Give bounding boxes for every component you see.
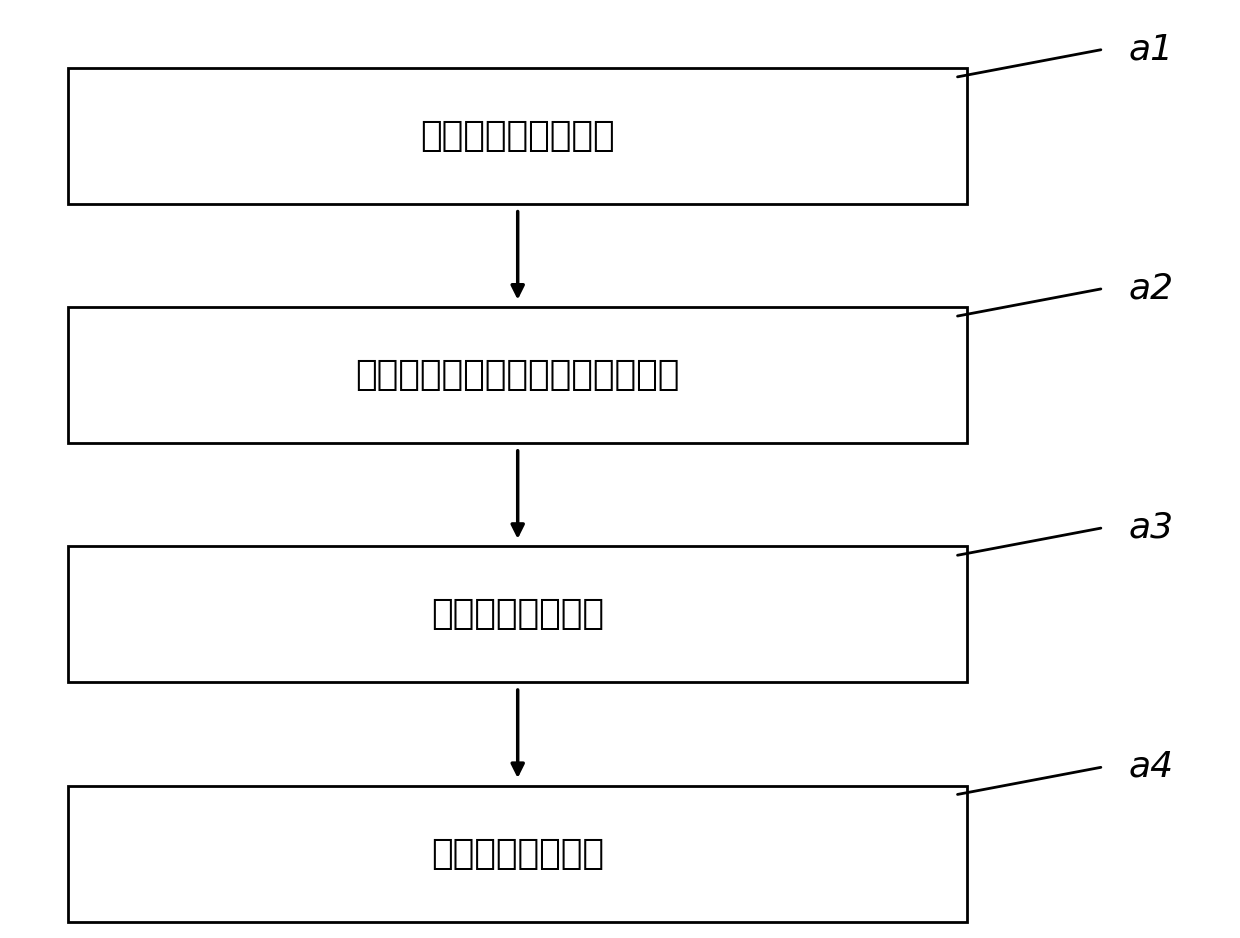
Text: 外泌体荧光标记过程: 外泌体荧光标记过程	[420, 119, 615, 153]
Text: a2: a2	[1128, 271, 1173, 306]
FancyBboxPatch shape	[68, 68, 967, 204]
Text: a3: a3	[1128, 510, 1173, 545]
Text: a1: a1	[1128, 32, 1173, 67]
Text: 外泌体上标记的荧光信号放大过程: 外泌体上标记的荧光信号放大过程	[356, 358, 680, 392]
FancyBboxPatch shape	[68, 786, 967, 921]
FancyBboxPatch shape	[68, 546, 967, 683]
Text: 蛋白图谱分析过程: 蛋白图谱分析过程	[432, 837, 604, 870]
Text: 荧光信号分析过程: 荧光信号分析过程	[432, 598, 604, 631]
Text: a4: a4	[1128, 749, 1173, 784]
FancyBboxPatch shape	[68, 308, 967, 444]
